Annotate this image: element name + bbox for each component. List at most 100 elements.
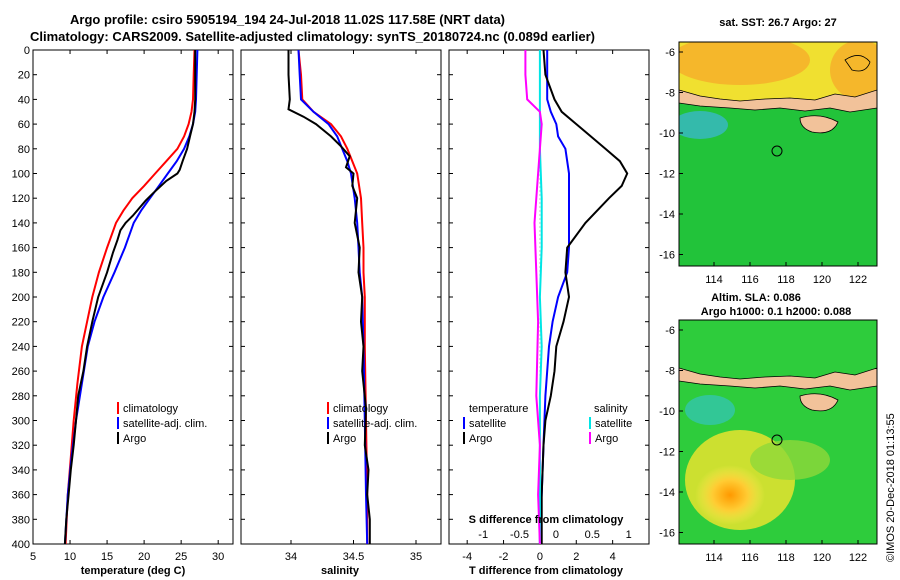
map-x-tick-label: 118 [777, 274, 795, 286]
y-tick-label: 20 [18, 70, 30, 82]
map-x-tick-label: 122 [849, 274, 867, 286]
y-tick-label: 60 [18, 119, 30, 131]
legend-argo: Argo [123, 433, 146, 445]
map-y-tick-label: -14 [659, 209, 675, 221]
y-tick-label: 320 [12, 440, 30, 452]
temperature-plot-frame [32, 49, 234, 545]
y-tick-label: 260 [12, 366, 30, 378]
sla-map [679, 320, 877, 544]
y-tick-label: 200 [12, 292, 30, 304]
sla-low-patch [685, 395, 735, 425]
x-tick-label: 2 [573, 551, 579, 563]
legend-s-argo: Argo [595, 433, 618, 445]
y-tick-label: 180 [12, 267, 30, 279]
x-tick-label: 35 [410, 551, 422, 563]
salinity-legend: climatology satellite-adj. clim. Argo [327, 402, 417, 445]
sst-map [679, 42, 877, 266]
sla-island-chain [679, 367, 877, 391]
x-tick-label: 25 [175, 551, 187, 563]
x-tick-label: 5 [30, 551, 36, 563]
map-x-tick-label: 122 [849, 552, 867, 564]
y-tick-label: 0 [24, 45, 30, 57]
x-tick-label: -4 [462, 551, 472, 563]
map-x-tick-label: 118 [777, 552, 795, 564]
difference-legend: temperature satellite Argo salinity sate… [463, 403, 632, 445]
sla-peak-patch [695, 465, 765, 525]
series-layer [63, 50, 629, 544]
x-tick-label: 34.5 [343, 551, 364, 563]
s-tick-label: -0.5 [510, 529, 529, 541]
map-y-tick-label: -14 [659, 487, 675, 499]
temperature-legend: climatology satellite-adj. clim. Argo [117, 402, 207, 445]
sla-island-sumba [799, 393, 839, 412]
s-tick-label: 1 [626, 529, 632, 541]
y-tick-label: 240 [12, 341, 30, 353]
map-y-tick-label: -8 [665, 88, 675, 100]
x-tick-label: 15 [101, 551, 113, 563]
y-tick-label: 300 [12, 416, 30, 428]
map-y-tick-label: -8 [665, 366, 675, 378]
sst-argo-marker [771, 145, 783, 157]
series-line [64, 50, 196, 544]
y-tick-label: 100 [12, 169, 30, 181]
difference-xlabel: T difference from climatology [469, 565, 624, 577]
y-tick-label: 220 [12, 317, 30, 329]
s-tick-label: -1 [478, 529, 488, 541]
map-y-tick-label: -16 [659, 528, 675, 540]
sst-island-chain [679, 89, 877, 113]
y-tick-label: 360 [12, 490, 30, 502]
legend-temperature-title: temperature [469, 403, 528, 415]
map-y-tick-label: -6 [665, 325, 675, 337]
sla-map-title: Altim. SLA: 0.086 [711, 292, 801, 304]
map-y-tick-label: -12 [659, 447, 675, 459]
series-line [63, 50, 197, 544]
y-tick-label: 120 [12, 193, 30, 205]
legend-t-satellite: satellite [469, 418, 506, 430]
series-line [540, 50, 629, 544]
sla-argo-marker [771, 434, 783, 446]
map-x-tick-label: 120 [813, 274, 831, 286]
salinity-plot-frame [240, 49, 442, 545]
title-line-2: Climatology: CARS2009. Satellite-adjuste… [30, 29, 595, 44]
y-tick-label: 140 [12, 218, 30, 230]
y-tick-label: 400 [12, 539, 30, 551]
map-y-tick-label: -10 [659, 406, 675, 418]
map-y-tick-label: -6 [665, 47, 675, 59]
axes-layer: 0204060801001201401601802002202402602803… [12, 45, 649, 563]
map-y-tick-label: -10 [659, 128, 675, 140]
map-y-tick-label: -12 [659, 169, 675, 181]
difference-plot-frame [448, 49, 650, 545]
map-y-tick-label: -16 [659, 250, 675, 262]
map-x-tick-label: 114 [705, 552, 723, 564]
sst-warm-patch [830, 42, 877, 100]
imos-credit: ©IMOS 20-Dec-2018 01:13:55 [885, 413, 897, 562]
sla-map-frame [678, 319, 878, 545]
x-tick-label: 0 [537, 551, 543, 563]
title-line-1: Argo profile: csiro 5905194_194 24-Jul-2… [70, 12, 505, 27]
sla-mid-patch [750, 440, 830, 480]
x-tick-label: 10 [64, 551, 76, 563]
map-x-tick-label: 114 [705, 274, 723, 286]
sla-map-subtitle: Argo h1000: 0.1 h2000: 0.088 [701, 306, 851, 318]
series-line [287, 50, 371, 544]
y-tick-label: 80 [18, 144, 30, 156]
sst-map-frame [678, 41, 878, 267]
y-tick-label: 40 [18, 94, 30, 106]
sst-map-title: sat. SST: 26.7 Argo: 27 [719, 17, 837, 29]
map-x-tick-label: 116 [741, 274, 759, 286]
y-tick-label: 280 [12, 391, 30, 403]
x-tick-label: 4 [610, 551, 616, 563]
legend-salinity-title: salinity [594, 403, 628, 415]
x-tick-label: 20 [138, 551, 150, 563]
map-x-tick-label: 120 [813, 552, 831, 564]
sst-cool-patch [679, 111, 728, 139]
temperature-xlabel: temperature (deg C) [81, 565, 186, 577]
s-difference-xlabel: S difference from climatology [469, 514, 625, 526]
sst-island-sumba [799, 115, 839, 134]
legend-satellite: satellite-adj. clim. [333, 418, 417, 430]
x-tick-label: 34 [285, 551, 297, 563]
salinity-xlabel: salinity [321, 565, 360, 577]
y-tick-label: 340 [12, 465, 30, 477]
series-line [524, 50, 543, 544]
